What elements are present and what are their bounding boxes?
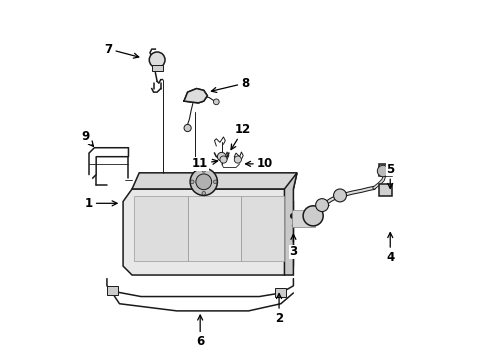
Text: 10: 10 xyxy=(245,157,273,170)
Circle shape xyxy=(214,180,217,184)
Polygon shape xyxy=(379,184,392,196)
Text: 5: 5 xyxy=(386,163,394,188)
Circle shape xyxy=(303,206,323,226)
Circle shape xyxy=(218,152,226,161)
Circle shape xyxy=(202,168,205,172)
Text: 6: 6 xyxy=(196,315,204,348)
Polygon shape xyxy=(107,286,118,295)
Circle shape xyxy=(234,156,242,163)
Text: 11: 11 xyxy=(192,157,218,170)
Text: 9: 9 xyxy=(81,130,94,147)
Polygon shape xyxy=(134,196,188,261)
Text: 7: 7 xyxy=(105,42,139,58)
Text: 2: 2 xyxy=(275,293,283,325)
Circle shape xyxy=(316,199,329,212)
Polygon shape xyxy=(152,65,163,71)
Circle shape xyxy=(184,125,191,132)
Polygon shape xyxy=(275,288,286,297)
Polygon shape xyxy=(184,89,207,103)
Text: 8: 8 xyxy=(211,77,249,93)
Polygon shape xyxy=(285,173,297,275)
Circle shape xyxy=(190,168,218,195)
Text: 3: 3 xyxy=(290,234,297,258)
Polygon shape xyxy=(188,196,242,261)
Polygon shape xyxy=(379,164,392,176)
Text: 1: 1 xyxy=(85,197,117,210)
Polygon shape xyxy=(123,189,294,275)
Circle shape xyxy=(334,189,346,202)
Polygon shape xyxy=(132,173,297,189)
Circle shape xyxy=(377,165,389,177)
Circle shape xyxy=(191,180,194,184)
Circle shape xyxy=(196,174,212,190)
Polygon shape xyxy=(292,211,315,226)
Circle shape xyxy=(202,192,205,195)
Circle shape xyxy=(214,99,219,105)
Circle shape xyxy=(220,156,227,163)
Circle shape xyxy=(149,52,165,68)
Polygon shape xyxy=(242,196,285,261)
Text: 12: 12 xyxy=(231,123,251,149)
Text: 4: 4 xyxy=(386,233,394,264)
